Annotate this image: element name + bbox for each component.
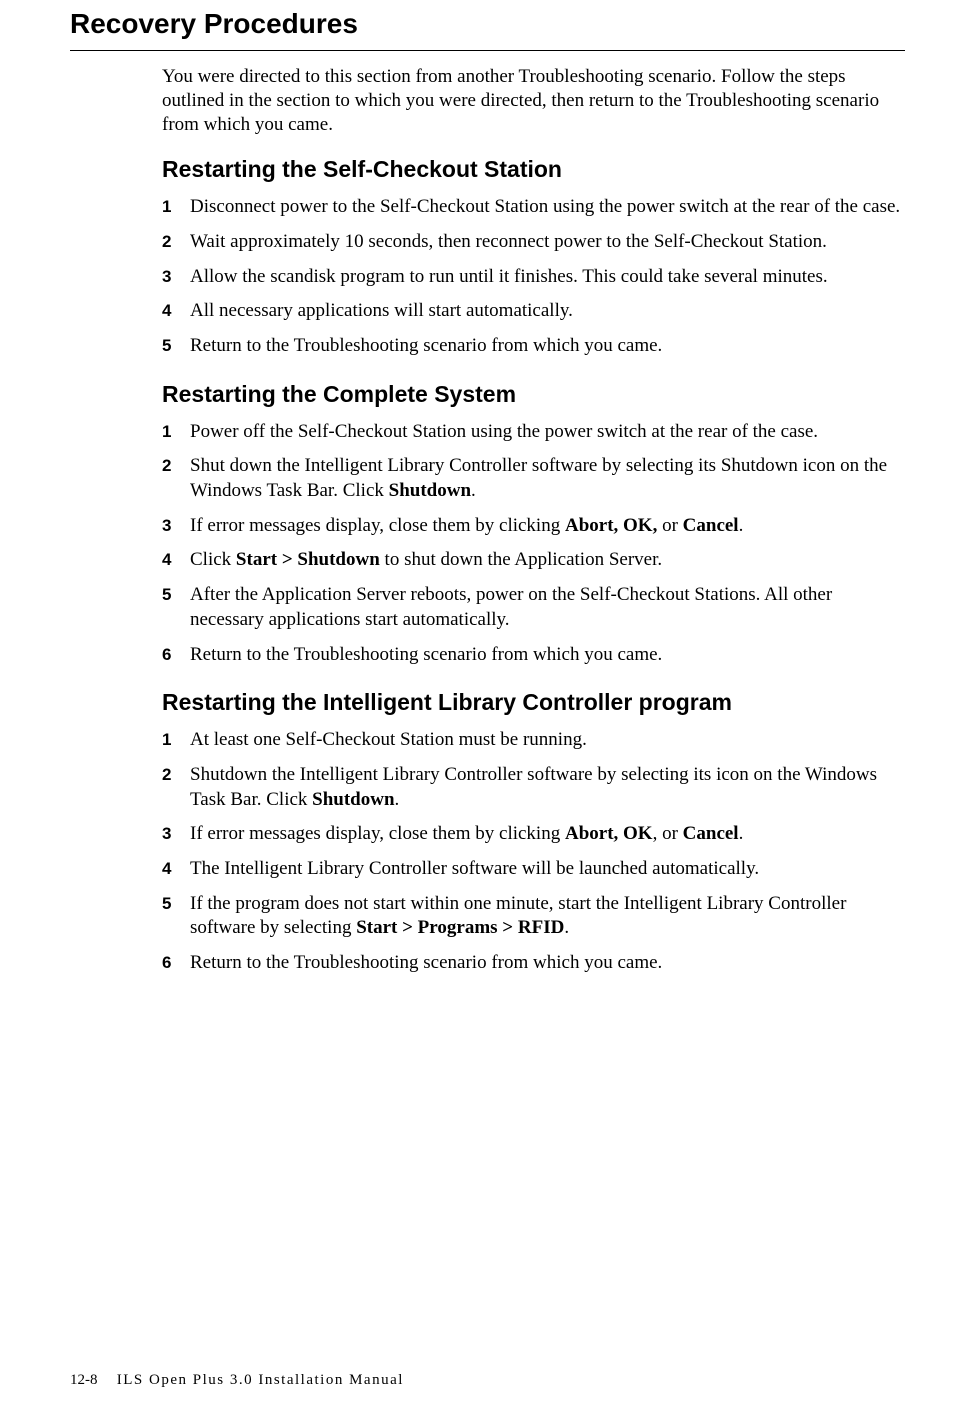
step-text: The Intelligent Library Controller softw…: [190, 857, 905, 882]
step-item: 6Return to the Troubleshooting scenario …: [162, 643, 905, 668]
step-number: 6: [162, 951, 190, 973]
content-area: You were directed to this section from a…: [70, 65, 905, 976]
step-text: Return to the Troubleshooting scenario f…: [190, 951, 905, 976]
section-restart-complete-system: Restarting the Complete System 1Power of…: [162, 381, 905, 668]
step-number: 2: [162, 763, 190, 785]
step-number: 2: [162, 454, 190, 476]
step-number: 4: [162, 548, 190, 570]
step-number: 4: [162, 857, 190, 879]
section-heading: Restarting the Self-Checkout Station: [162, 156, 905, 183]
step-item: 4The Intelligent Library Controller soft…: [162, 857, 905, 882]
step-text: Return to the Troubleshooting scenario f…: [190, 334, 905, 359]
step-number: 5: [162, 892, 190, 914]
step-number: 3: [162, 514, 190, 536]
step-number: 4: [162, 299, 190, 321]
step-item: 1Power off the Self-Checkout Station usi…: [162, 420, 905, 445]
step-text: If the program does not start within one…: [190, 892, 905, 941]
step-text: Shut down the Intelligent Library Contro…: [190, 454, 905, 503]
step-text: After the Application Server reboots, po…: [190, 583, 905, 632]
section-heading: Restarting the Intelligent Library Contr…: [162, 689, 905, 716]
step-item: 6Return to the Troubleshooting scenario …: [162, 951, 905, 976]
section-heading: Restarting the Complete System: [162, 381, 905, 408]
step-item: 1Disconnect power to the Self-Checkout S…: [162, 195, 905, 220]
step-item: 5After the Application Server reboots, p…: [162, 583, 905, 632]
step-text: Power off the Self-Checkout Station usin…: [190, 420, 905, 445]
step-text: Shutdown the Intelligent Library Control…: [190, 763, 905, 812]
step-item: 4All necessary applications will start a…: [162, 299, 905, 324]
step-number: 1: [162, 195, 190, 217]
step-number: 3: [162, 822, 190, 844]
step-number: 5: [162, 334, 190, 356]
step-number: 2: [162, 230, 190, 252]
page-title: Recovery Procedures: [70, 0, 905, 51]
step-number: 6: [162, 643, 190, 665]
footer-manual-title: ILS Open Plus 3.0 Installation Manual: [117, 1372, 404, 1388]
step-number: 1: [162, 728, 190, 750]
step-text: Allow the scandisk program to run until …: [190, 265, 905, 290]
step-item: 4Click Start > Shutdown to shut down the…: [162, 548, 905, 573]
step-item: 3If error messages display, close them b…: [162, 822, 905, 847]
intro-paragraph: You were directed to this section from a…: [162, 65, 905, 136]
step-text: All necessary applications will start au…: [190, 299, 905, 324]
step-text: If error messages display, close them by…: [190, 514, 905, 539]
step-text: At least one Self-Checkout Station must …: [190, 728, 905, 753]
step-number: 3: [162, 265, 190, 287]
step-item: 5Return to the Troubleshooting scenario …: [162, 334, 905, 359]
step-item: 2Shutdown the Intelligent Library Contro…: [162, 763, 905, 812]
section-restart-self-checkout: Restarting the Self-Checkout Station 1Di…: [162, 156, 905, 358]
page-footer: 12-8 ILS Open Plus 3.0 Installation Manu…: [70, 1372, 404, 1389]
step-number: 5: [162, 583, 190, 605]
step-item: 2Wait approximately 10 seconds, then rec…: [162, 230, 905, 255]
footer-page-number: 12-8: [70, 1372, 98, 1388]
step-item: 5If the program does not start within on…: [162, 892, 905, 941]
step-item: 2Shut down the Intelligent Library Contr…: [162, 454, 905, 503]
section-restart-ilc-program: Restarting the Intelligent Library Contr…: [162, 689, 905, 976]
step-text: Disconnect power to the Self-Checkout St…: [190, 195, 905, 220]
step-number: 1: [162, 420, 190, 442]
step-text: If error messages display, close them by…: [190, 822, 905, 847]
step-item: 3If error messages display, close them b…: [162, 514, 905, 539]
step-item: 3Allow the scandisk program to run until…: [162, 265, 905, 290]
step-text: Wait approximately 10 seconds, then reco…: [190, 230, 905, 255]
step-text: Click Start > Shutdown to shut down the …: [190, 548, 905, 573]
step-item: 1At least one Self-Checkout Station must…: [162, 728, 905, 753]
step-text: Return to the Troubleshooting scenario f…: [190, 643, 905, 668]
